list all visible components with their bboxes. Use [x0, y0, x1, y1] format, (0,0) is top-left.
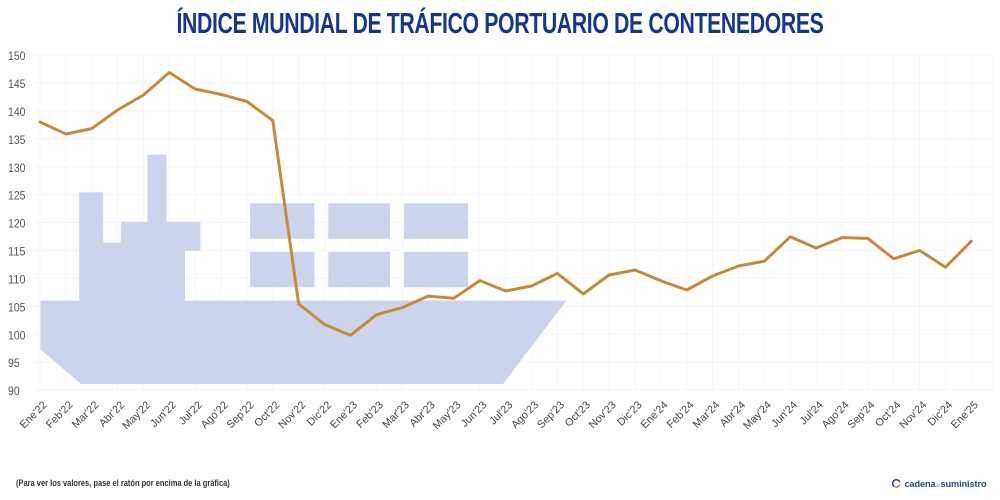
- svg-text:Nov'22: Nov'22: [276, 399, 308, 431]
- svg-text:105: 105: [8, 300, 26, 314]
- svg-text:Nov'23: Nov'23: [587, 399, 619, 431]
- svg-text:Ago'22: Ago'22: [199, 399, 231, 431]
- svg-text:150: 150: [8, 49, 26, 63]
- svg-text:Jun'24: Jun'24: [769, 399, 800, 430]
- svg-text:100: 100: [8, 328, 26, 342]
- svg-text:Ene'23: Ene'23: [328, 399, 360, 431]
- svg-text:Feb'22: Feb'22: [44, 399, 76, 431]
- svg-text:Mar'22: Mar'22: [70, 399, 102, 431]
- svg-text:Ago'24: Ago'24: [820, 399, 852, 431]
- svg-text:125: 125: [8, 189, 26, 203]
- svg-text:Ene'25: Ene'25: [949, 399, 981, 431]
- svg-text:95: 95: [8, 356, 20, 370]
- svg-text:140: 140: [8, 105, 26, 119]
- svg-text:Sep'23: Sep'23: [535, 399, 567, 431]
- svg-text:115: 115: [8, 245, 26, 259]
- svg-text:110: 110: [8, 272, 26, 286]
- svg-text:Mar'23: Mar'23: [380, 399, 412, 431]
- svg-text:135: 135: [8, 133, 26, 147]
- svg-text:120: 120: [8, 217, 26, 231]
- svg-text:Jun'23: Jun'23: [459, 399, 490, 430]
- svg-text:130: 130: [8, 161, 26, 175]
- svg-text:May'22: May'22: [120, 399, 153, 432]
- svg-text:Ene'22: Ene'22: [18, 399, 50, 431]
- svg-text:May'23: May'23: [431, 399, 464, 432]
- svg-text:Ago'23: Ago'23: [509, 399, 541, 431]
- svg-text:Feb'24: Feb'24: [665, 399, 697, 431]
- svg-text:Sep'22: Sep'22: [225, 399, 257, 431]
- svg-text:Mar'24: Mar'24: [691, 399, 723, 431]
- svg-text:Feb'23: Feb'23: [354, 399, 386, 431]
- svg-text:145: 145: [8, 77, 26, 91]
- svg-text:Jun'22: Jun'22: [148, 399, 179, 430]
- svg-text:May'24: May'24: [741, 399, 774, 432]
- svg-text:Nov'24: Nov'24: [897, 399, 929, 431]
- svg-text:Ene'24: Ene'24: [638, 399, 670, 431]
- svg-text:90: 90: [8, 384, 20, 398]
- svg-text:Sep'24: Sep'24: [845, 399, 877, 431]
